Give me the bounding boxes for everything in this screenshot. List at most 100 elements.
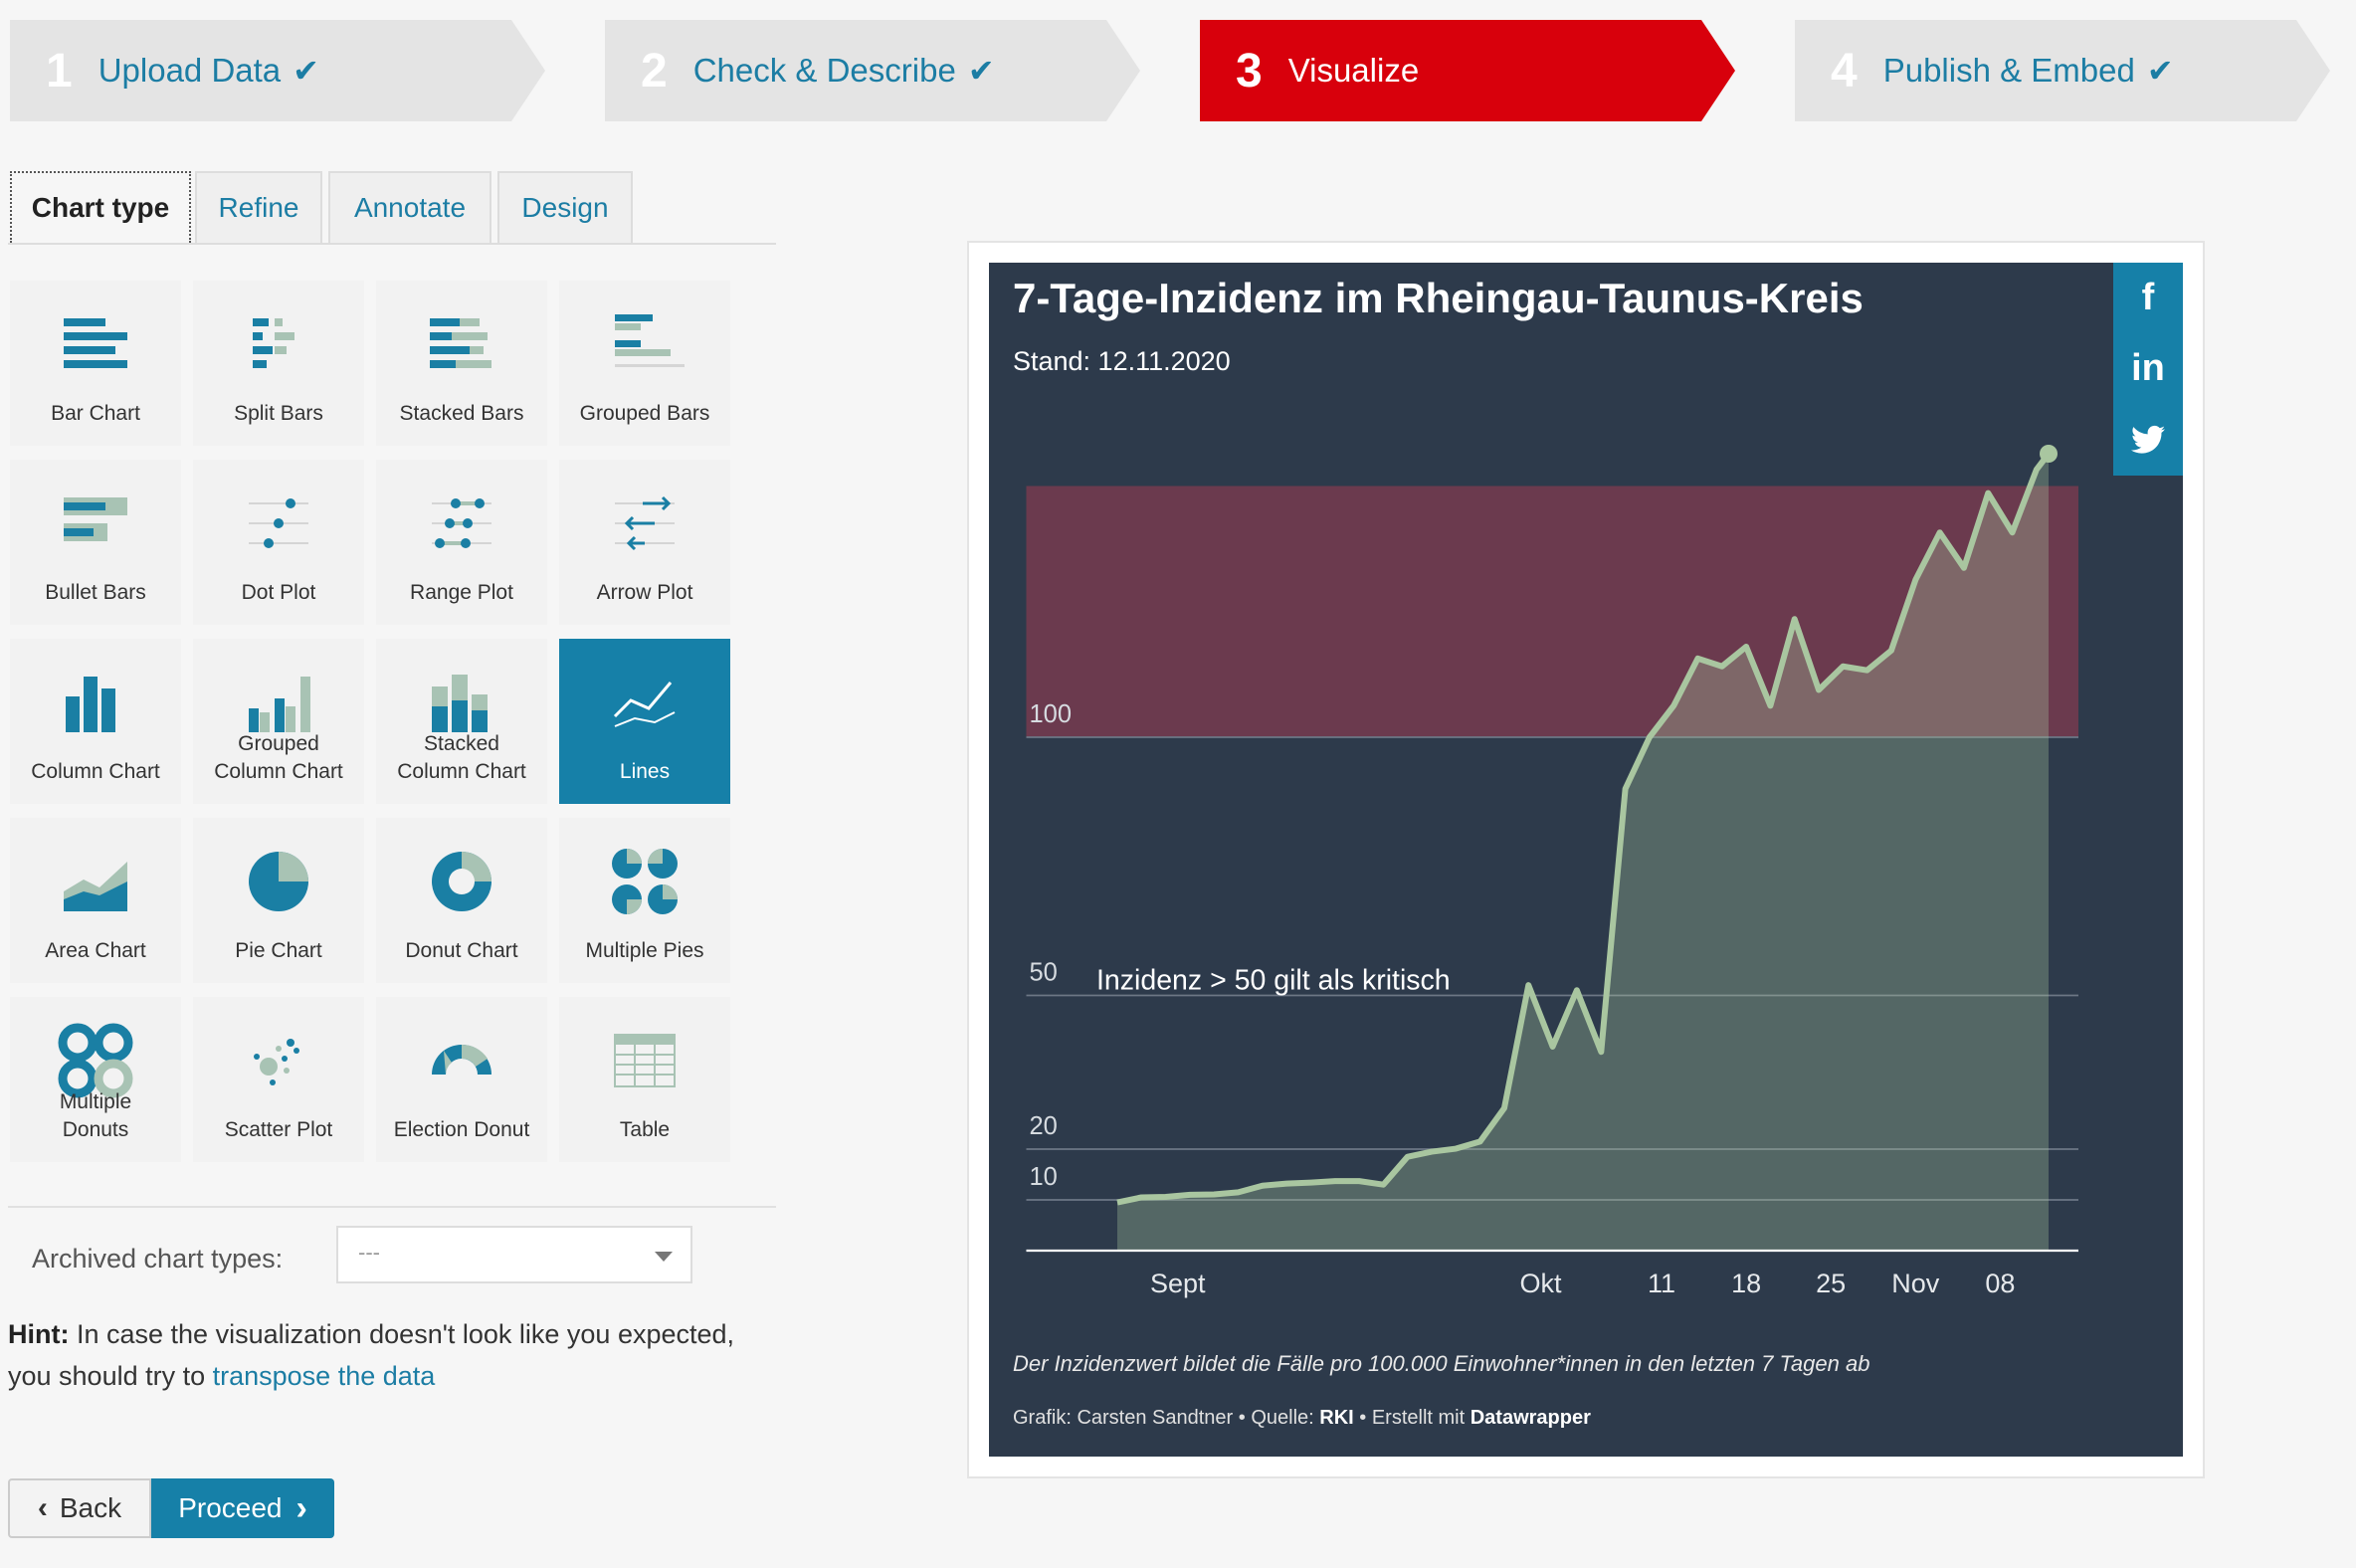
table-icon: [605, 1021, 685, 1100]
x-tick-label: Sept: [1150, 1269, 1206, 1298]
chart-type-table[interactable]: Table: [559, 997, 730, 1162]
facebook-icon[interactable]: f: [2113, 263, 2183, 333]
pie-chart-icon: [239, 842, 318, 921]
series-end-point: [2040, 445, 2058, 463]
chart-type-range-plot[interactable]: Range Plot: [376, 460, 547, 625]
x-tick-label: Okt: [1519, 1269, 1562, 1298]
tab-design[interactable]: Design: [497, 171, 633, 243]
chart-type-bullet-bars[interactable]: Bullet Bars: [10, 460, 181, 625]
chart-type-label: Split Bars: [193, 400, 364, 428]
chart-title: 7-Tage-Inzidenz im Rheingau-Taunus-Kreis: [1013, 275, 1864, 322]
chart-footer: Grafik: Carsten Sandtner • Quelle: RKI •…: [1013, 1407, 1591, 1430]
election-donut-icon: [422, 1021, 501, 1100]
chevron-down-icon: [655, 1252, 673, 1262]
step-2[interactable]: 2 Check & Describe ✔: [605, 20, 1140, 121]
chart-type-grouped-column-chart[interactable]: Grouped Column Chart: [193, 639, 364, 804]
chart-type-label: Bar Chart: [10, 400, 181, 428]
chart-type-donut-chart[interactable]: Donut Chart: [376, 818, 547, 983]
chart-preview: 10 20 50 100 Sept Okt 11 18 25 Nov 08 Inzidenz > 50…: [989, 263, 2183, 1457]
chart-note: Der Inzidenzwert bildet die Fälle pro 10…: [1013, 1351, 1869, 1377]
x-tick-label: 11: [1648, 1269, 1675, 1298]
chart-type-pie-chart[interactable]: Pie Chart: [193, 818, 364, 983]
chart-type-label: Election Donut: [376, 1116, 547, 1144]
chart-type-scatter-plot[interactable]: Scatter Plot: [193, 997, 364, 1162]
chart-type-label: Stacked Column Chart: [376, 730, 547, 786]
step-number: 1: [46, 44, 73, 98]
chart-type-label: Range Plot: [376, 579, 547, 607]
chart-type-area-chart[interactable]: Area Chart: [10, 818, 181, 983]
arrow-plot-icon: [605, 484, 685, 563]
step-label: Check & Describe: [693, 52, 956, 90]
tab-chart-type[interactable]: Chart type: [10, 171, 191, 243]
chart-type-label: Bullet Bars: [10, 579, 181, 607]
chart-type-dot-plot[interactable]: Dot Plot: [193, 460, 364, 625]
back-label: Back: [60, 1492, 121, 1524]
step-3[interactable]: 3 Visualize: [1200, 20, 1735, 121]
chart-type-lines[interactable]: Lines: [559, 639, 730, 804]
chart-type-bar-chart[interactable]: Bar Chart: [10, 281, 181, 446]
step-label: Visualize: [1288, 52, 1419, 90]
chart-type-election-donut[interactable]: Election Donut: [376, 997, 547, 1162]
chart-type-column-chart[interactable]: Column Chart: [10, 639, 181, 804]
x-tick-label: Nov: [1891, 1269, 1940, 1298]
step-number: 3: [1236, 44, 1263, 98]
tab-refine[interactable]: Refine: [195, 171, 322, 243]
step-number: 4: [1831, 44, 1858, 98]
bullet-bars-icon: [56, 484, 135, 563]
checkmark-icon: ✔: [293, 52, 319, 90]
chart-type-grouped-bars[interactable]: Grouped Bars: [559, 281, 730, 446]
archived-chart-types-select[interactable]: ---: [336, 1226, 692, 1283]
chart-type-label: Arrow Plot: [559, 579, 730, 607]
footer-mid: • Erstellt mit: [1354, 1407, 1471, 1429]
tab-annotate[interactable]: Annotate: [328, 171, 491, 243]
footer-tool[interactable]: Datawrapper: [1471, 1407, 1591, 1429]
chart-type-label: Multiple Donuts: [10, 1088, 181, 1144]
transpose-data-link[interactable]: transpose the data: [213, 1361, 436, 1391]
linkedin-icon[interactable]: in: [2113, 333, 2183, 404]
hint-text: Hint: In case the visualization doesn't …: [8, 1313, 764, 1397]
proceed-button[interactable]: Proceed ›: [151, 1478, 334, 1538]
hint-label: Hint:: [8, 1319, 69, 1349]
multiple-pies-icon: [605, 842, 685, 921]
chart-type-label: Lines: [559, 758, 730, 786]
y-tick-label: 20: [1030, 1112, 1058, 1140]
chart-type-stacked-bars[interactable]: Stacked Bars: [376, 281, 547, 446]
donut-chart-icon: [422, 842, 501, 921]
step-4[interactable]: 4 Publish & Embed ✔: [1795, 20, 2330, 121]
proceed-label: Proceed: [178, 1492, 282, 1524]
grouped-bars-icon: [605, 304, 685, 384]
chevron-right-icon: ›: [295, 1489, 306, 1528]
stacked-bars-icon: [422, 304, 501, 384]
chart-type-label: Table: [559, 1116, 730, 1144]
x-tick-label: 08: [1985, 1269, 2015, 1298]
chart-type-stacked-column-chart[interactable]: Stacked Column Chart: [376, 639, 547, 804]
chart-type-label: Pie Chart: [193, 937, 364, 965]
area-chart-icon: [56, 842, 135, 921]
footer-prefix: Grafik: Carsten Sandtner • Quelle:: [1013, 1407, 1319, 1429]
chart-type-split-bars[interactable]: Split Bars: [193, 281, 364, 446]
social-share-bar: f in: [2113, 263, 2183, 476]
dot-plot-icon: [239, 484, 318, 563]
step-1[interactable]: 1 Upload Data ✔: [10, 20, 545, 121]
y-tick-label: 10: [1030, 1163, 1058, 1191]
chart-type-multiple-pies[interactable]: Multiple Pies: [559, 818, 730, 983]
chart-type-label: Column Chart: [10, 758, 181, 786]
chart-type-multiple-donuts[interactable]: Multiple Donuts: [10, 997, 181, 1162]
step-label: Upload Data: [98, 52, 281, 90]
chart-type-arrow-plot[interactable]: Arrow Plot: [559, 460, 730, 625]
chart-type-label: Area Chart: [10, 937, 181, 965]
step-label: Publish & Embed: [1883, 52, 2135, 90]
chart-type-label: Scatter Plot: [193, 1116, 364, 1144]
chart-type-label: Stacked Bars: [376, 400, 547, 428]
back-button[interactable]: ‹ Back: [8, 1478, 151, 1538]
twitter-icon[interactable]: [2113, 404, 2183, 475]
chart-type-label: Multiple Pies: [559, 937, 730, 965]
scatter-plot-icon: [239, 1021, 318, 1100]
checkmark-icon: ✔: [968, 52, 995, 90]
chevron-left-icon: ‹: [38, 1491, 48, 1525]
chart-type-label: Grouped Column Chart: [193, 730, 364, 786]
divider: [8, 1206, 776, 1208]
step-number: 2: [641, 44, 668, 98]
footer-source: RKI: [1319, 1407, 1353, 1429]
chart-type-label: Dot Plot: [193, 579, 364, 607]
